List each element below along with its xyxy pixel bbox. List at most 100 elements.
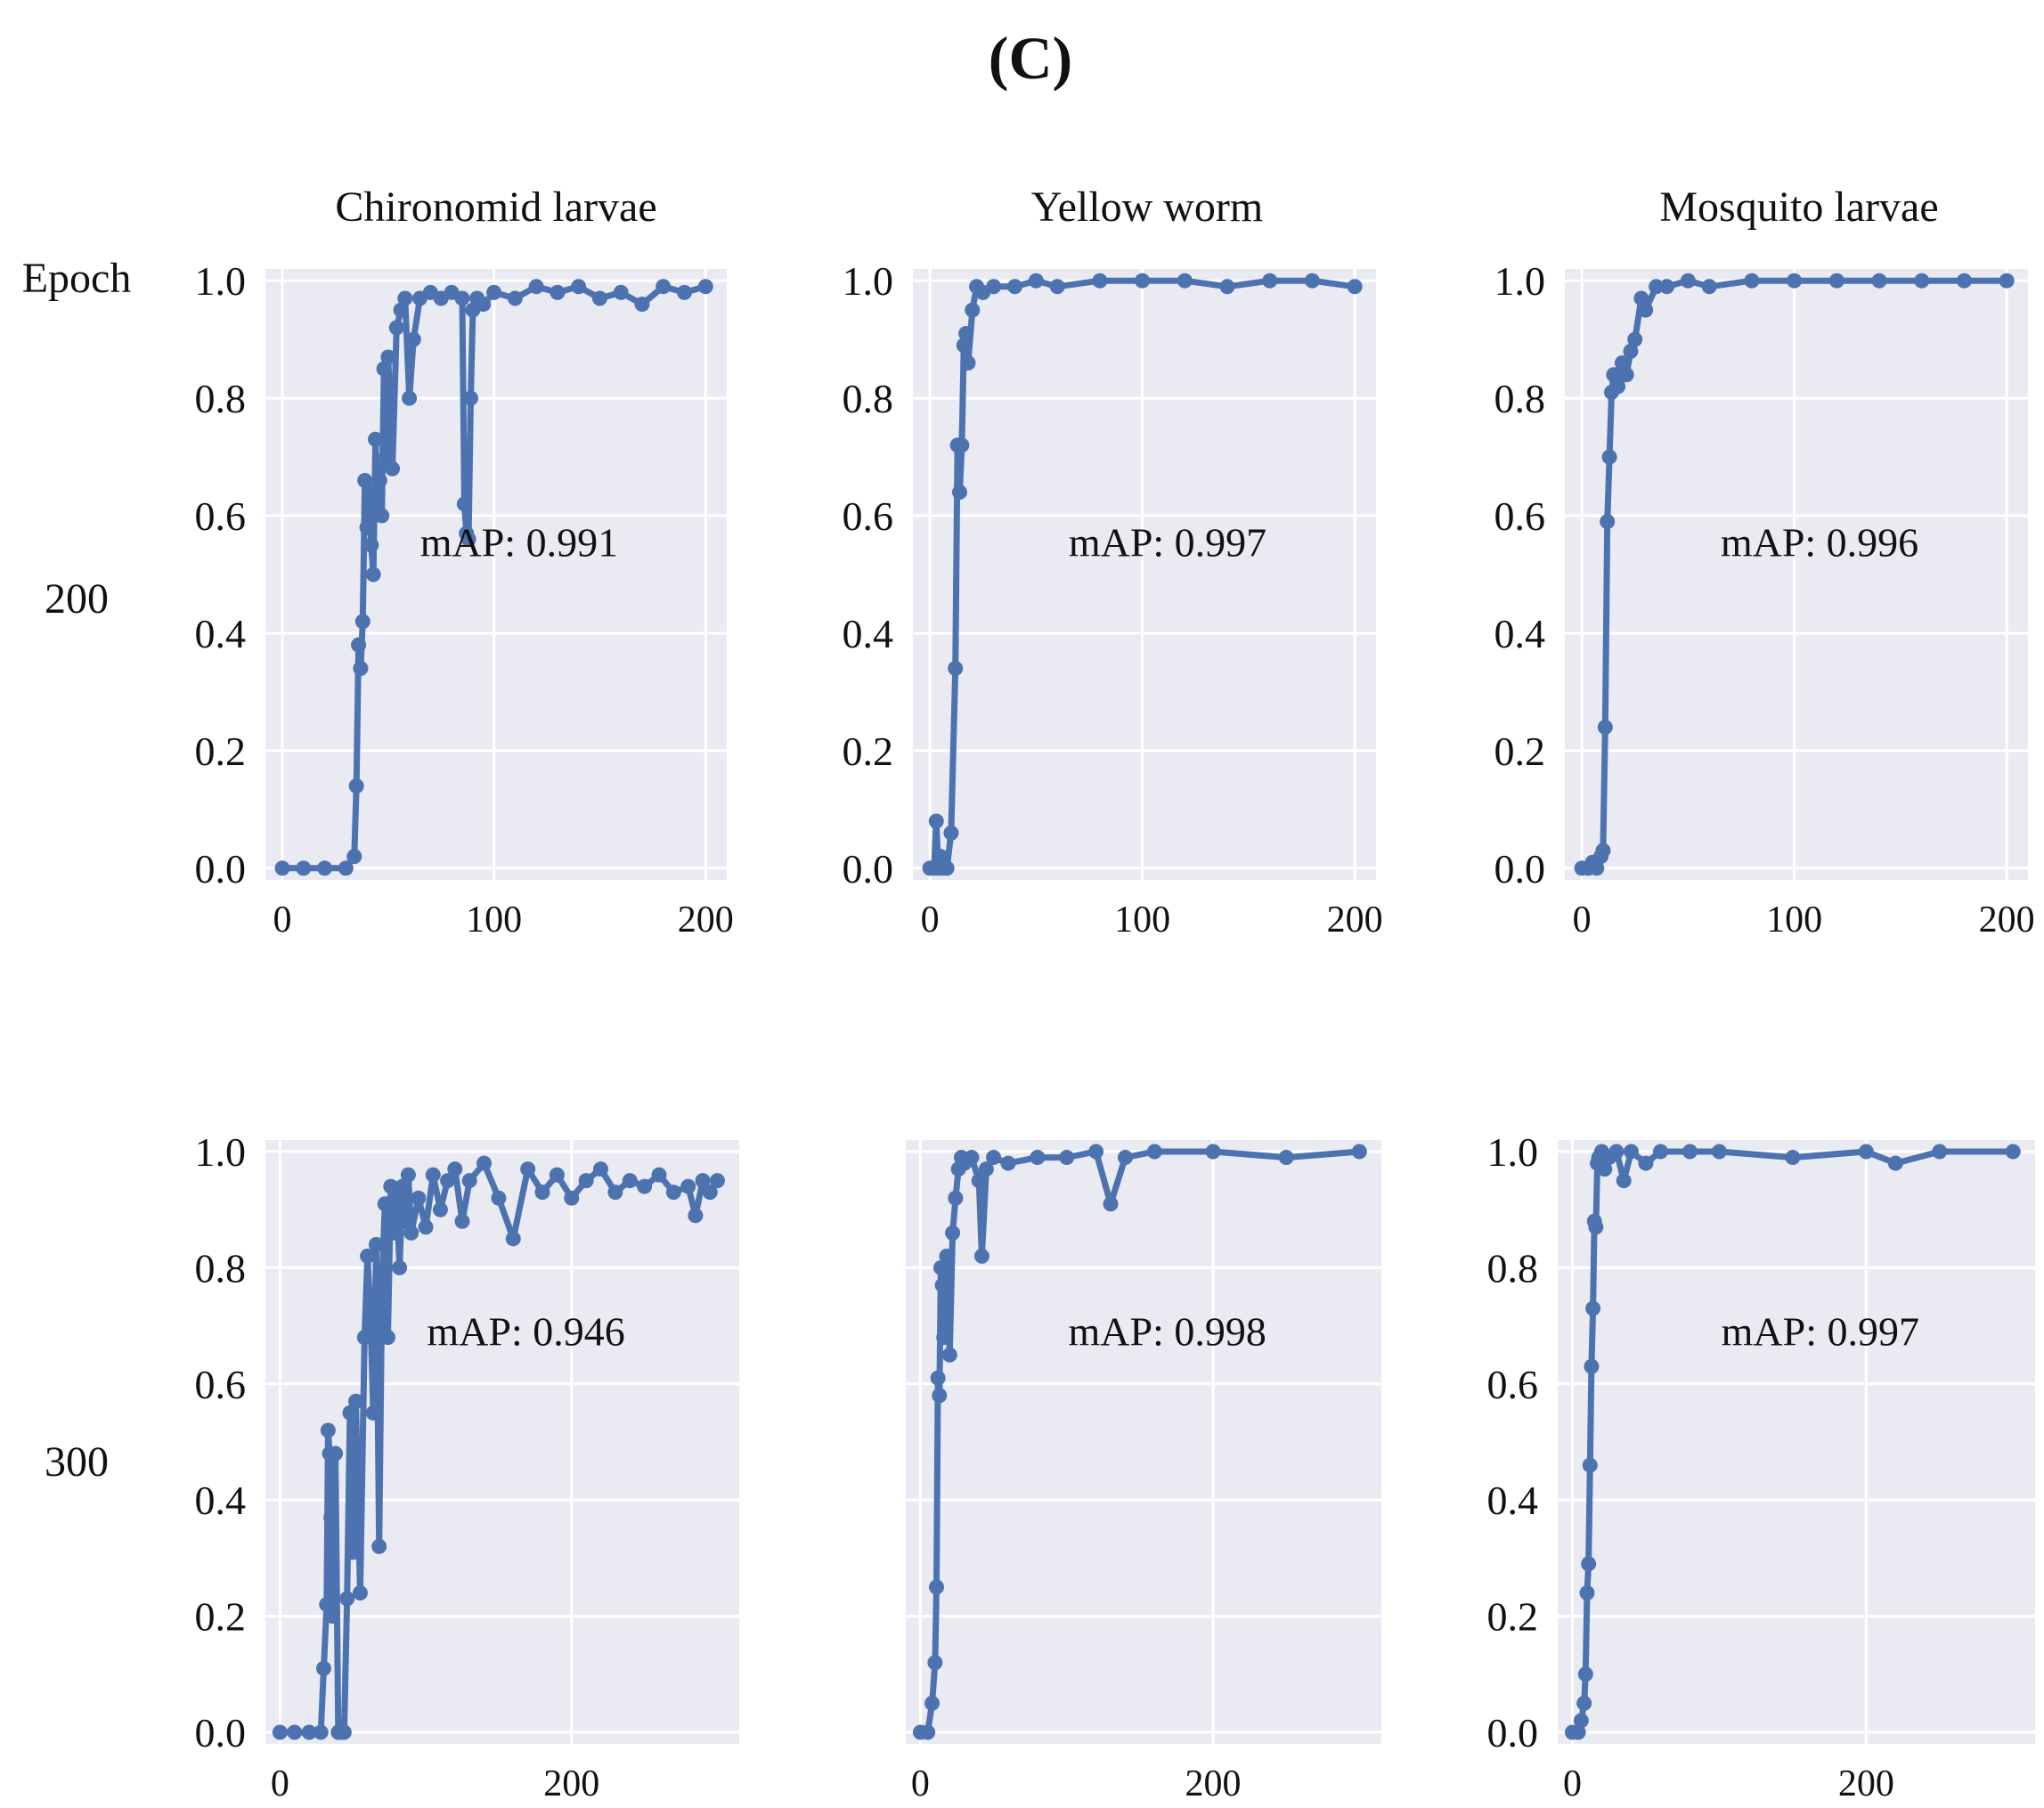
y-tick-label: 0.2 (1487, 1594, 1539, 1640)
data-point (339, 1591, 355, 1607)
data-point (1000, 1155, 1016, 1171)
data-point (454, 290, 470, 306)
data-point (1595, 843, 1611, 859)
data-point (313, 1724, 329, 1740)
data-point (491, 1190, 507, 1206)
data-point (1589, 860, 1605, 876)
x-tick-label: 100 (466, 900, 522, 941)
data-point (505, 1231, 521, 1247)
data-point (342, 1405, 358, 1421)
row-label-200: 200 (45, 575, 109, 623)
data-point (932, 849, 949, 865)
data-point (1682, 1144, 1698, 1160)
data-point (1304, 273, 1320, 289)
column-title-chironomid: Chironomid larvae (335, 183, 656, 231)
data-point (958, 326, 974, 342)
data-point (315, 1660, 331, 1676)
data-point (411, 1190, 427, 1206)
data-point (461, 1173, 477, 1189)
y-tick-label: 0.8 (1487, 1245, 1539, 1291)
data-point (368, 431, 384, 447)
data-point (361, 485, 377, 501)
plot-background (265, 269, 727, 880)
data-point (676, 284, 692, 300)
data-point (456, 496, 472, 512)
chart-0-2: 0.0 0.2 0.4 0.6 0.8 1.0 0 100 200 mAP: 0.996 (1494, 258, 2035, 941)
data-point (274, 860, 290, 876)
data-point (1570, 1724, 1586, 1740)
data-point (370, 496, 386, 512)
data-point (920, 1724, 936, 1740)
data-point (1711, 1144, 1727, 1160)
data-point (1177, 273, 1193, 289)
x-tick-label: 100 (1114, 900, 1170, 941)
data-point (1601, 449, 1617, 465)
data-point (939, 860, 955, 876)
y-tick-label: 0.8 (843, 376, 894, 421)
data-point (272, 1724, 288, 1740)
data-point (1262, 273, 1278, 289)
y-tick-label: 0.2 (195, 1594, 247, 1640)
data-point (323, 1510, 339, 1526)
data-point (978, 1161, 994, 1177)
y-tick-label: 1.0 (1494, 258, 1546, 304)
data-point (377, 1196, 393, 1212)
data-point (368, 1236, 384, 1252)
data-point (613, 284, 629, 300)
data-point (296, 860, 312, 876)
data-point (1600, 514, 1616, 530)
data-point (476, 297, 492, 313)
data-point (397, 1213, 413, 1229)
data-point (1858, 1144, 1874, 1160)
data-point (352, 1585, 368, 1600)
y-tick-label: 0.2 (843, 729, 894, 774)
y-tick-label: 1.0 (195, 1129, 247, 1175)
data-point (709, 1173, 725, 1189)
data-point (1582, 1457, 1598, 1473)
data-point (1638, 1155, 1654, 1171)
x-tick-label: 0 (1573, 900, 1592, 941)
data-point (1581, 1556, 1597, 1572)
y-tick-label: 0.4 (1494, 611, 1546, 656)
chart-1-0: 0.0 0.2 0.4 0.6 0.8 1.0 0 200 mAP: 0.946 (195, 1129, 739, 1804)
data-point (578, 1173, 594, 1189)
data-point (356, 1330, 372, 1346)
data-point (929, 1579, 945, 1595)
data-point (388, 320, 404, 336)
data-point (402, 390, 418, 406)
data-point (932, 1259, 949, 1275)
data-point (927, 1655, 943, 1671)
map-annotation: mAP: 0.997 (1722, 1309, 1919, 1355)
data-point (347, 1393, 363, 1409)
plot-background (913, 269, 1376, 880)
data-point (564, 1190, 580, 1206)
data-point (986, 1150, 1002, 1166)
data-point (336, 1724, 352, 1740)
data-point (360, 1248, 376, 1264)
data-point (1887, 1155, 1903, 1171)
data-point (460, 531, 476, 547)
data-point (688, 1208, 704, 1224)
data-point (986, 279, 1002, 295)
data-point (1088, 1144, 1104, 1160)
data-point (1577, 1666, 1593, 1682)
row-header-epoch: Epoch (22, 255, 132, 302)
data-point (924, 1695, 941, 1711)
x-tick-label: 0 (921, 900, 940, 941)
y-tick-label: 0.0 (195, 846, 247, 892)
data-point (1351, 1144, 1367, 1160)
data-point (1608, 1144, 1625, 1160)
data-point (359, 519, 375, 535)
data-point (400, 1167, 416, 1183)
data-point (1623, 343, 1639, 359)
plot-background (1558, 1140, 2035, 1744)
data-point (1871, 273, 1887, 289)
y-tick-label: 0.4 (843, 611, 894, 656)
data-point (1597, 720, 1613, 735)
data-point (353, 661, 369, 677)
data-point (376, 361, 392, 377)
data-point (454, 1213, 470, 1229)
data-point (346, 849, 362, 865)
data-point (405, 331, 421, 347)
